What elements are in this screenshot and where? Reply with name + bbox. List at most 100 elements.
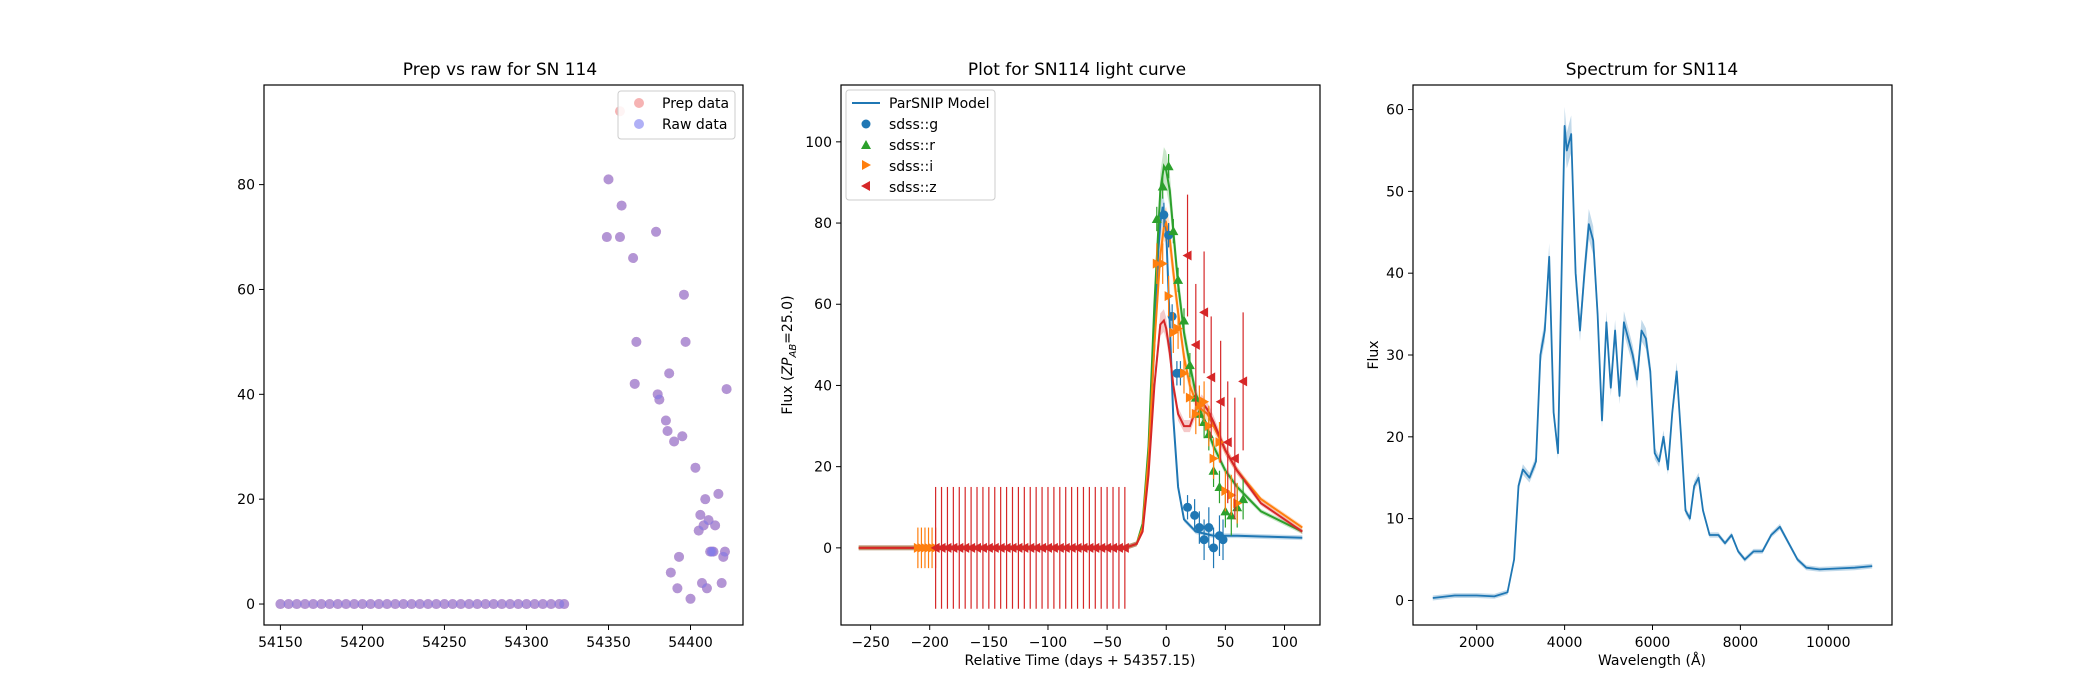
point-raw-data	[472, 599, 483, 610]
point-raw-data	[674, 551, 685, 562]
panel-3-y-tick-label: 40	[1386, 266, 1404, 282]
point-raw-data	[537, 599, 548, 610]
panel-3-y-tick-label: 20	[1386, 430, 1404, 446]
panel-2-y-tick-label: 100	[805, 135, 832, 151]
point-raw-data	[628, 253, 639, 264]
legend-label-sdss-i: sdss::i	[889, 159, 933, 175]
point-raw-data	[455, 599, 466, 610]
panel-1-x-tick-label: 54400	[668, 635, 713, 651]
point-sdss-z	[966, 542, 976, 553]
panel-3-x-tick-label: 6000	[1635, 635, 1671, 651]
point-sdss-z	[1031, 542, 1041, 553]
point-sdss-z	[1182, 250, 1192, 261]
panel-3-axes-frame	[1412, 84, 1893, 626]
point-sdss-i	[1174, 323, 1184, 334]
panel-2-xlabel: Relative Time (days + 54357.15)	[964, 653, 1195, 669]
point-raw-data	[665, 567, 676, 578]
point-raw-data	[349, 599, 360, 610]
point-raw-data	[651, 226, 662, 237]
point-raw-data	[614, 232, 625, 243]
point-sdss-z	[1007, 542, 1017, 553]
model-curve-1	[858, 163, 1303, 549]
point-sdss-r	[1238, 494, 1249, 504]
point-sdss-i	[1179, 368, 1189, 379]
point-sdss-r	[1163, 161, 1174, 171]
point-sdss-z	[948, 542, 958, 553]
panel-1-y-tick-label: 80	[237, 178, 255, 194]
point-raw-data	[423, 599, 434, 610]
point-raw-data	[716, 578, 727, 589]
point-sdss-z	[1078, 542, 1088, 553]
panel-1-title: Prep vs raw for SN 114	[403, 60, 597, 80]
panel-3-x-tick-label: 4000	[1547, 635, 1583, 651]
point-raw-data	[341, 599, 352, 610]
model-band-2	[858, 206, 1303, 551]
point-raw-data	[373, 599, 384, 610]
legend-label-parsnip-model: ParSNIP Model	[889, 96, 990, 112]
panel-3-plot-area: 2000 4000 6000 8000 10000 0 10 20 30 40 50 60	[1386, 103, 1873, 651]
point-sdss-z	[936, 542, 946, 553]
model-curve-0	[858, 206, 1303, 549]
panel-2-title: Plot for SN114 light curve	[968, 60, 1186, 80]
point-sdss-z	[1108, 542, 1118, 553]
point-raw-data	[680, 336, 691, 347]
panel-2-plot-area: −250 −200 −150 −100 −50 0 50 100 0 20 40 60 80 100	[805, 135, 1303, 651]
point-raw-data	[654, 394, 665, 405]
point-sdss-z	[995, 542, 1005, 553]
point-raw-data	[275, 599, 286, 610]
point-raw-data	[488, 599, 499, 610]
panel-1-y-tick-label: 20	[237, 492, 255, 508]
legend-label-sdss-z: sdss::z	[889, 180, 937, 196]
panel-2-y-tick-label: 0	[823, 541, 832, 557]
point-sdss-z	[1001, 542, 1011, 553]
point-sdss-i	[1209, 453, 1219, 464]
point-raw-data	[662, 426, 673, 437]
point-raw-data	[332, 599, 343, 610]
panel-1-x-tick-label: 54150	[258, 635, 303, 651]
panel-2-x-tick-label: 100	[1271, 635, 1298, 651]
point-sdss-z	[1119, 542, 1129, 553]
point-sdss-i	[1204, 421, 1214, 432]
point-sdss-i	[1233, 498, 1243, 509]
point-raw-data	[710, 520, 721, 531]
panel-2-legend-box	[845, 89, 996, 201]
point-sdss-i	[1221, 486, 1231, 497]
legend-label-sdss-g: sdss::g	[889, 117, 938, 133]
panel-2-x-tick-label: 50	[1216, 635, 1234, 651]
point-sdss-i	[1152, 258, 1162, 269]
point-sdss-g	[1190, 510, 1200, 520]
legend-marker-sdss-z	[861, 181, 870, 191]
panel-2-y-tick-label: 60	[814, 297, 832, 313]
legend-marker-prep-data	[634, 98, 644, 108]
point-sdss-i	[1191, 408, 1201, 419]
point-sdss-g	[1209, 543, 1219, 553]
point-sdss-i	[1227, 490, 1237, 501]
panel-3-y-tick-label: 0	[1395, 593, 1404, 609]
point-raw-data	[677, 431, 688, 442]
point-sdss-z	[1090, 542, 1100, 553]
point-raw-data	[708, 546, 719, 557]
panel-3-title: Spectrum for SN114	[1566, 60, 1739, 80]
panel-2-x-tick-label: 0	[1162, 635, 1171, 651]
panel-2-legend: ParSNIP Model sdss::g sdss::r sdss::i sd…	[845, 89, 996, 201]
point-sdss-r	[1178, 315, 1189, 325]
panel-1-x-tick-label: 54350	[586, 635, 631, 651]
point-sdss-i	[1215, 437, 1225, 448]
model-band-3	[858, 309, 1303, 551]
point-raw-data	[529, 599, 540, 610]
point-raw-data	[414, 599, 425, 610]
point-raw-data	[546, 599, 557, 610]
panel-3-x-tick-label: 8000	[1723, 635, 1759, 651]
point-sdss-z	[1066, 542, 1076, 553]
panel-2-y-tick-label: 20	[814, 460, 832, 476]
point-sdss-i	[1158, 258, 1168, 269]
point-sdss-r	[1168, 226, 1179, 236]
legend-label-raw-data: Raw data	[662, 117, 727, 133]
panel-3-x-tick-label: 10000	[1806, 635, 1851, 651]
point-raw-data	[439, 599, 450, 610]
point-raw-data	[447, 599, 458, 610]
point-sdss-z	[930, 542, 940, 553]
point-raw-data	[283, 599, 294, 610]
point-raw-data	[390, 599, 401, 610]
point-sdss-z	[972, 542, 982, 553]
